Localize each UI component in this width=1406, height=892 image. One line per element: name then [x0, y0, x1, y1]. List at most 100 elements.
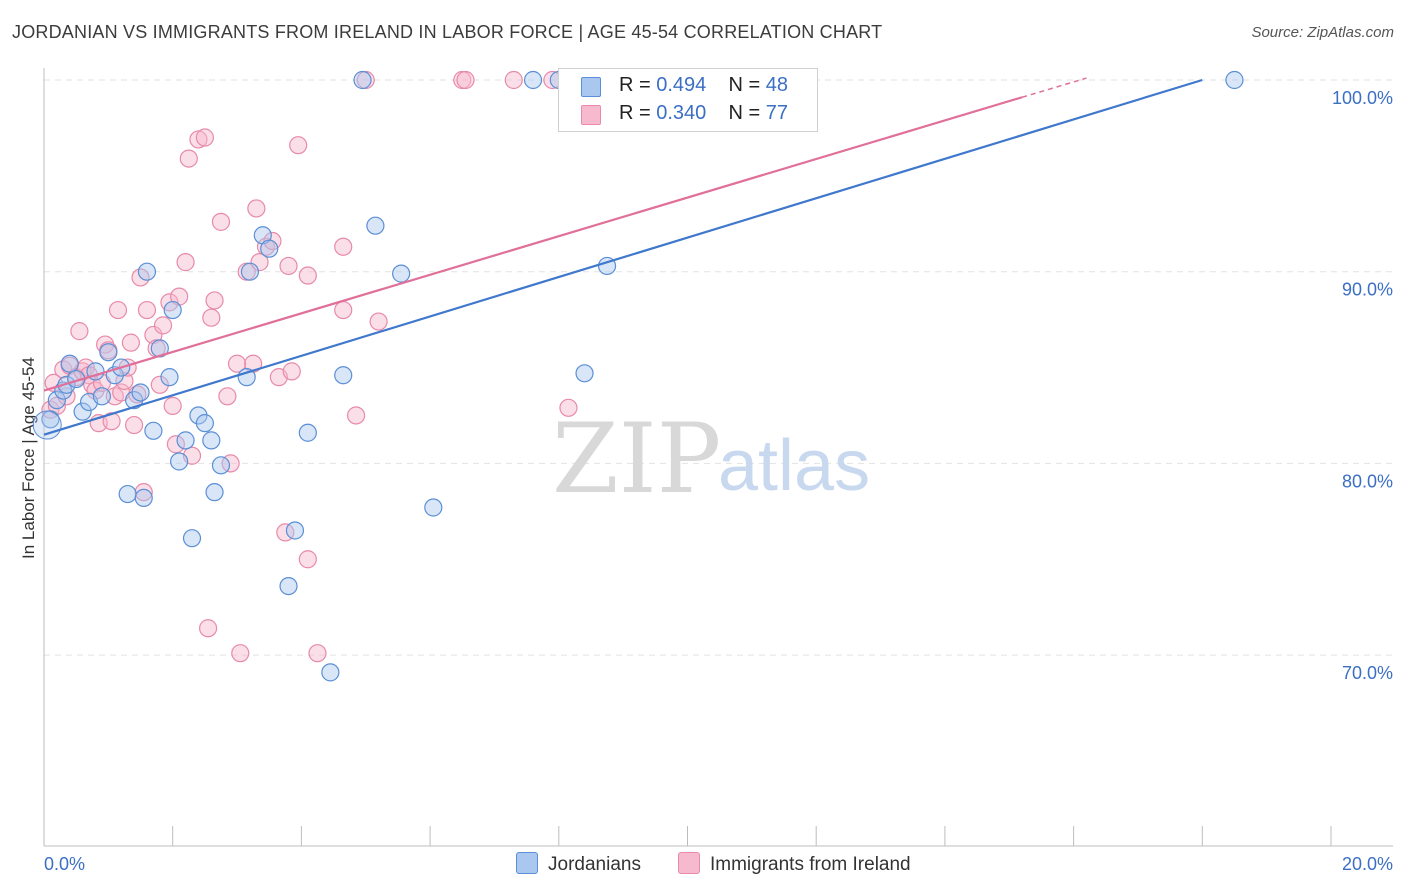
ireland-point [124, 415, 144, 435]
ireland-point [163, 396, 182, 415]
legend-r-label: R = [619, 102, 657, 124]
ireland-point [282, 362, 301, 381]
ireland-point [198, 619, 218, 638]
jordanian-point [321, 663, 340, 682]
jordanian-point [92, 387, 112, 406]
ireland-point [334, 237, 353, 256]
jordanian-point [195, 414, 214, 433]
ireland-point [504, 70, 523, 90]
legend-n-label: N = [728, 74, 766, 96]
jordanian-point [47, 391, 66, 410]
watermark-zip: ZIP [552, 403, 721, 515]
jordanian-point [202, 431, 221, 450]
ireland-point [121, 333, 140, 352]
jordanian-point [353, 70, 372, 90]
x-tick-label-right: 20.0% [1342, 854, 1393, 874]
ireland-point [279, 256, 298, 276]
legend-swatch-blue [581, 77, 601, 97]
ireland-point [211, 212, 231, 231]
legend-n-value: 48 [765, 74, 789, 96]
ireland-trend-extension [1021, 77, 1087, 98]
ireland-trend-line [43, 96, 1023, 392]
ireland-point [195, 128, 214, 147]
ireland-point [166, 435, 186, 454]
points-layer [32, 70, 1244, 682]
ireland-point [179, 149, 198, 168]
jordanian-point [41, 410, 60, 429]
ireland-point [218, 387, 237, 406]
jordanian-point [182, 529, 202, 548]
ireland-point [102, 412, 121, 431]
ireland-point [153, 316, 173, 335]
y-axis-title: In Labor Force | Age 45-54 [19, 357, 38, 559]
jordanian-point [211, 456, 231, 475]
chart-title: JORDANIAN VS IMMIGRANTS FROM IRELAND IN … [12, 22, 883, 42]
y-tick-label: 80.0% [1342, 471, 1393, 491]
legend-n-label: N = [728, 102, 766, 124]
jordanian-point [134, 488, 153, 508]
y-tick-label: 90.0% [1342, 280, 1393, 300]
ireland-point [298, 550, 317, 569]
ireland-point [231, 644, 250, 663]
ireland-point [289, 136, 308, 155]
ireland-point [150, 375, 169, 394]
ireland-point [250, 253, 269, 272]
jordanian-point [99, 343, 118, 362]
jordanian-point [298, 423, 317, 442]
jordanian-point [334, 366, 353, 385]
legend-label: Immigrants from Ireland [710, 854, 911, 875]
ireland-point [559, 398, 578, 417]
jordanian-point [176, 431, 195, 450]
stats-legend: R = 0.494 N = 48 R = 0.340 N = 77 [558, 68, 818, 132]
jordanian-point [160, 368, 179, 387]
x-tick-label-left: 0.0% [44, 854, 85, 874]
bottom-legend-ireland: Immigrants from Ireland [678, 852, 911, 876]
ireland-point [137, 300, 157, 320]
ireland-point [456, 70, 475, 90]
ireland-point [334, 300, 353, 320]
ireland-point [189, 130, 208, 149]
jordanian-point [575, 364, 594, 383]
ireland-point [70, 322, 89, 341]
jordanian-point [1225, 70, 1244, 90]
x-tick-labels: 0.0% 20.0% [44, 854, 1393, 874]
legend-r-label: R = [619, 74, 657, 96]
watermark: ZIP atlas [552, 403, 870, 515]
ireland-point [115, 371, 134, 391]
jordanian-point [392, 264, 411, 283]
legend-swatch-pink [678, 852, 700, 874]
jordanian-point [60, 354, 79, 373]
legend-r-value: 0.494 [656, 74, 707, 96]
ireland-point [108, 300, 128, 320]
ireland-point [176, 253, 195, 272]
ireland-point [128, 385, 147, 404]
ireland-point [298, 266, 317, 285]
trend-lines [43, 77, 1203, 436]
legend-label: Jordanians [548, 854, 641, 875]
jordanian-point [366, 216, 385, 235]
jordanian-point [170, 452, 189, 471]
jordanian-point [163, 300, 182, 320]
jordanian-point [240, 262, 260, 281]
ireland-point [369, 312, 388, 331]
bottom-legend-jordanians: Jordanians [516, 852, 641, 876]
jordanian-point [131, 383, 150, 402]
jordanian-point [73, 402, 92, 421]
jordanian-point [137, 262, 157, 281]
y-tick-label: 100.0% [1332, 88, 1393, 108]
y-tick-labels: 100.0% 90.0% 80.0% 70.0% [1332, 88, 1393, 683]
jordanian-trend-line [43, 78, 1203, 436]
jordanian-point [523, 70, 543, 90]
ireland-point [134, 483, 153, 502]
ireland-point [227, 354, 247, 373]
source-credit: Source: ZipAtlas.com [1251, 24, 1394, 41]
jordanian-point [32, 410, 62, 440]
y-tick-label: 70.0% [1342, 663, 1393, 683]
jordanian-point [424, 498, 443, 517]
jordanian-point [260, 239, 279, 258]
ireland-point [247, 199, 266, 218]
legend-swatch-pink [581, 105, 601, 125]
ireland-point [205, 291, 224, 310]
watermark-atlas: atlas [718, 426, 870, 506]
